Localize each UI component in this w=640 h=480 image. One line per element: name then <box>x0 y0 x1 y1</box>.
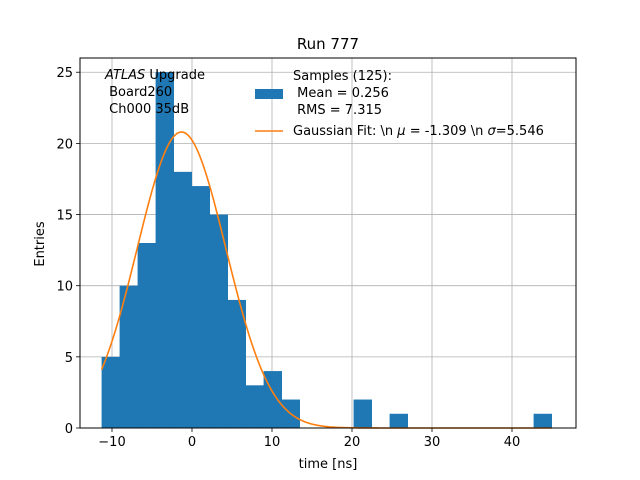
legend-fit-suffix: =5.546 <box>496 124 544 139</box>
x-tick-label-2: 10 <box>264 435 281 450</box>
x-tick-label-4: 30 <box>424 435 441 450</box>
legend-fit-sigma: σ <box>488 124 497 139</box>
legend-fit-mid: = -1.309 \n <box>406 124 488 139</box>
svg-text:ATLAS Upgrade: ATLAS Upgrade <box>104 68 205 83</box>
svg-text:Gaussian Fit: \n μ = -1.309 \n: Gaussian Fit: \n μ = -1.309 \n σ=5.546 <box>293 124 544 139</box>
x-tick-label-0: −10 <box>98 435 125 450</box>
x-tick-label-1: 0 <box>188 435 196 450</box>
y-tick-label-3: 15 <box>56 209 73 224</box>
board-label: Board260 <box>105 85 172 100</box>
histogram-bar-7 <box>227 299 246 428</box>
histogram-bar-6 <box>209 214 228 428</box>
y-tick-label-4: 20 <box>56 137 73 152</box>
histogram-bar-4 <box>173 171 192 428</box>
histogram-bar-2 <box>137 243 156 428</box>
histogram-bar-24 <box>533 413 552 428</box>
upgrade-label: Upgrade <box>145 68 205 83</box>
y-axis-label: Entries <box>33 221 48 267</box>
x-tick-label-3: 20 <box>344 435 361 450</box>
legend-samples-line1: Samples (125): <box>293 69 392 84</box>
y-axis-ticks: 0 5 10 15 20 25 <box>56 66 80 437</box>
legend-fit-prefix: Gaussian Fit: \n <box>293 124 397 139</box>
legend: Samples (125): Mean = 0.256 RMS = 7.315 … <box>255 69 544 139</box>
legend-fit-mu: μ <box>396 124 405 139</box>
y-tick-label-1: 5 <box>65 351 73 366</box>
histogram-bars <box>101 72 552 428</box>
histogram-bar-1 <box>119 285 138 428</box>
histogram-bar-14 <box>353 399 372 428</box>
y-tick-label-2: 10 <box>56 280 73 295</box>
atlas-annotation: ATLAS Upgrade Board260 Ch000 35dB <box>104 68 205 117</box>
chart-title: Run 777 <box>297 35 359 53</box>
y-tick-label-0: 0 <box>65 422 73 437</box>
histogram-bar-5 <box>191 186 210 428</box>
histogram-bar-3 <box>155 72 174 428</box>
legend-samples-line2: Mean = 0.256 <box>293 86 389 101</box>
legend-samples-line3: RMS = 7.315 <box>293 103 382 118</box>
atlas-label: ATLAS <box>104 68 145 83</box>
plot-frame <box>79 57 577 429</box>
channel-label: Ch000 35dB <box>105 102 189 117</box>
y-tick-label-5: 25 <box>56 66 73 81</box>
legend-samples-swatch <box>255 89 283 99</box>
histogram-bar-0 <box>101 356 120 428</box>
x-tick-label-5: 40 <box>504 435 521 450</box>
x-axis-ticks: −10 0 10 20 30 40 <box>98 428 520 450</box>
x-axis-label: time [ns] <box>299 457 358 472</box>
histogram-bar-16 <box>389 413 408 428</box>
histogram-bar-8 <box>245 385 264 428</box>
